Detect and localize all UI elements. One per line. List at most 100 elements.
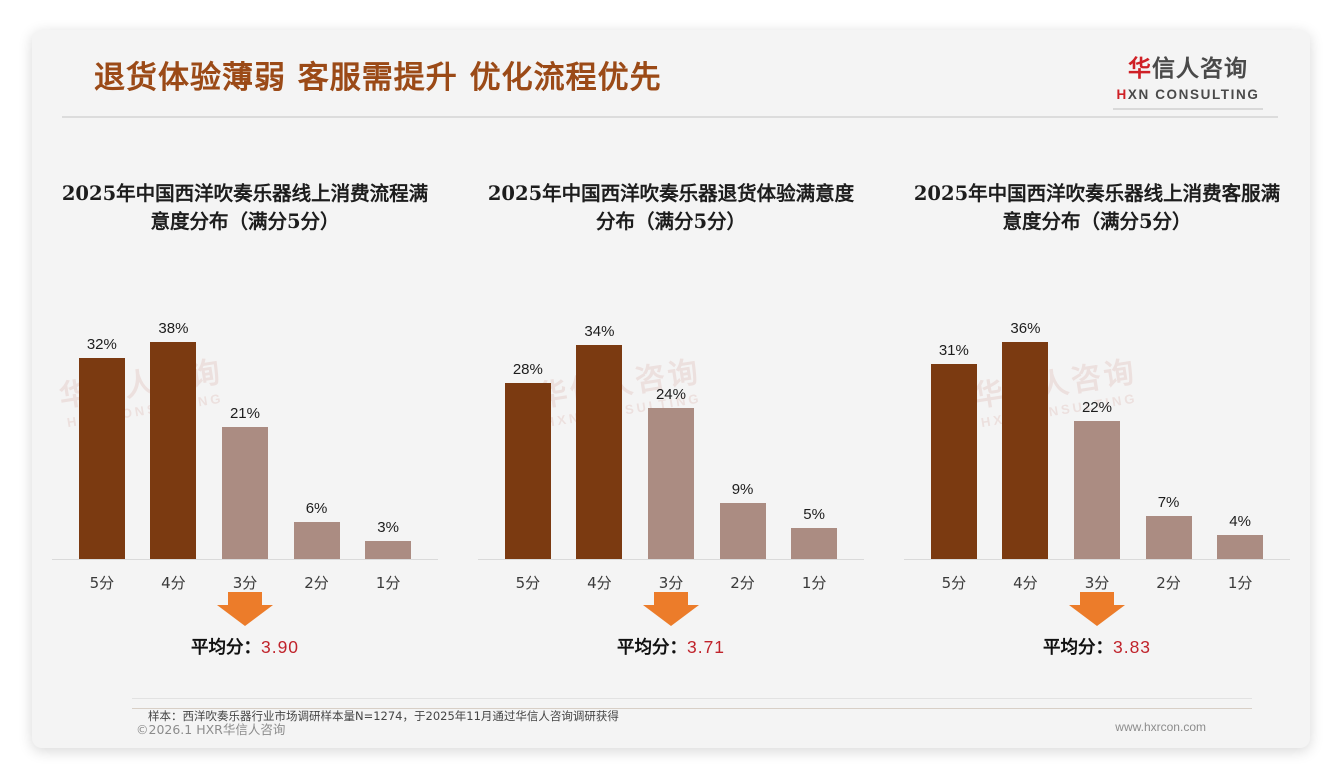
bar-slot[interactable]: 32% xyxy=(66,320,138,560)
average-value: 3.83 xyxy=(1112,637,1152,657)
bar-slot[interactable]: 5% xyxy=(778,320,850,560)
bar-slot[interactable]: 36% xyxy=(990,320,1062,560)
x-axis-labels: 5分 4分 3分 2分 1分 xyxy=(492,572,850,593)
bar-value-label: 3% xyxy=(377,519,399,536)
footnote-divider xyxy=(132,698,1252,699)
bar-rect[interactable] xyxy=(647,408,694,560)
bar-rect[interactable] xyxy=(365,541,412,560)
average-score-2: 平均分：3.71 xyxy=(492,634,850,659)
bar-value-label: 34% xyxy=(584,323,615,340)
logo-english-text: HXN CONSULTING xyxy=(1100,88,1276,102)
bar-slot[interactable]: 9% xyxy=(707,320,779,560)
bar-value-label: 32% xyxy=(86,336,117,353)
down-arrow-icon xyxy=(217,592,273,626)
bar-slot[interactable]: 24% xyxy=(635,320,707,560)
average-value: 3.71 xyxy=(686,637,726,657)
logo-chinese-highlight: 华 xyxy=(1128,56,1152,82)
bar-rect[interactable] xyxy=(576,345,623,560)
copyright-text: ©2026.1 HXR华信人咨询 xyxy=(136,722,286,737)
chart-title-1: 2025年中国西洋吹奏乐器线上消费流程满意度分布（满分5分） xyxy=(61,182,429,234)
bar-rect[interactable] xyxy=(221,427,268,560)
x-tick-label: 1分 xyxy=(1227,574,1253,592)
x-axis-labels: 5分 4分 3分 2分 1分 xyxy=(918,572,1276,593)
x-axis-line xyxy=(903,559,1291,560)
bar-group-2: 28% 34% 24% 9% xyxy=(477,320,865,592)
bar-value-label: 24% xyxy=(655,386,686,403)
x-tick-label: 5分 xyxy=(515,574,541,592)
x-tick-label: 3分 xyxy=(658,574,684,592)
average-label: 平均分： xyxy=(1042,638,1113,658)
bar-slot[interactable]: 31% xyxy=(918,320,990,560)
bar-slot[interactable]: 6% xyxy=(281,320,353,560)
chart-panel-1: 2025年中国西洋吹奏乐器线上消费流程满意度分布（满分5分） 华信人咨询 HXN… xyxy=(32,140,458,680)
bar-slot[interactable]: 3% xyxy=(352,320,424,560)
bar-slot[interactable]: 21% xyxy=(209,320,281,560)
average-label: 平均分： xyxy=(616,638,687,658)
bar-value-label: 6% xyxy=(305,500,328,517)
bar-rect[interactable] xyxy=(1217,535,1264,560)
x-tick-label: 2分 xyxy=(304,574,329,592)
bar-slot[interactable]: 7% xyxy=(1133,320,1205,560)
down-arrow-icon xyxy=(643,592,699,626)
bar-rect[interactable] xyxy=(150,342,197,560)
page-title: 退货体验薄弱 客服需提升 优化流程优先 xyxy=(94,60,662,96)
header: 退货体验薄弱 客服需提升 优化流程优先 华信人咨询 HXN CONSULTING xyxy=(32,30,1310,118)
bar-rect[interactable] xyxy=(1002,342,1049,560)
bar-rect[interactable] xyxy=(930,364,977,560)
bar-group-1: 32% 38% 21% 6% xyxy=(51,320,439,592)
bar-slot[interactable]: 4% xyxy=(1204,320,1276,560)
bar-value-label: 21% xyxy=(229,405,260,422)
bar-value-label: 7% xyxy=(1157,494,1180,511)
bar-value-label: 28% xyxy=(512,361,543,378)
bar-value-label: 9% xyxy=(731,481,754,498)
bar-rect[interactable] xyxy=(293,522,340,560)
slide-card: 退货体验薄弱 客服需提升 优化流程优先 华信人咨询 HXN CONSULTING… xyxy=(32,30,1310,748)
website-url[interactable]: www.hxrcon.com xyxy=(1115,720,1206,734)
logo-chinese-text: 华信人咨询 xyxy=(1100,58,1276,81)
x-tick-label: 2分 xyxy=(1156,574,1181,592)
bar-value-label: 31% xyxy=(938,342,969,359)
bar-value-label: 5% xyxy=(803,506,825,523)
footer-divider xyxy=(132,708,1252,709)
bar-rect[interactable] xyxy=(1145,516,1192,560)
bar-slot[interactable]: 28% xyxy=(492,320,564,560)
x-tick-label: 4分 xyxy=(587,574,612,592)
brand-logo: 华信人咨询 HXN CONSULTING xyxy=(1100,58,1276,110)
x-tick-label: 5分 xyxy=(941,574,967,592)
chart-panel-2: 2025年中国西洋吹奏乐器退货体验满意度分布（满分5分） 华信人咨询 HXN C… xyxy=(458,140,884,680)
x-axis-line xyxy=(477,559,865,560)
chart-title-2: 2025年中国西洋吹奏乐器退货体验满意度分布（满分5分） xyxy=(487,182,855,234)
logo-chinese-rest: 信人咨询 xyxy=(1152,56,1248,82)
average-block-2: 平均分：3.71 xyxy=(492,592,850,659)
x-tick-label: 5分 xyxy=(89,574,115,592)
down-arrow-icon xyxy=(1069,592,1125,626)
chart-plot-2: 28% 34% 24% 9% xyxy=(477,290,865,592)
average-value: 3.90 xyxy=(260,637,300,657)
charts-container: 2025年中国西洋吹奏乐器线上消费流程满意度分布（满分5分） 华信人咨询 HXN… xyxy=(32,140,1310,680)
x-tick-label: 3分 xyxy=(1084,574,1110,592)
x-tick-label: 4分 xyxy=(1013,574,1038,592)
bar-group-3: 31% 36% 22% 7% xyxy=(903,320,1291,592)
bar-rect[interactable] xyxy=(78,358,125,560)
header-divider xyxy=(62,116,1278,118)
bar-rect[interactable] xyxy=(791,528,838,560)
bar-value-label: 38% xyxy=(158,320,189,337)
bar-slot[interactable]: 22% xyxy=(1061,320,1133,560)
bar-rect[interactable] xyxy=(719,503,766,560)
bar-value-label: 22% xyxy=(1081,399,1112,416)
logo-underline xyxy=(1113,107,1263,110)
x-tick-label: 4分 xyxy=(161,574,186,592)
logo-english-rest: XN CONSULTING xyxy=(1127,87,1260,102)
x-axis-line xyxy=(51,559,439,560)
footer: ©2026.1 HXR华信人咨询 www.hxrcon.com xyxy=(32,708,1310,748)
bar-slot[interactable]: 34% xyxy=(564,320,636,560)
chart-plot-1: 32% 38% 21% 6% xyxy=(51,290,439,592)
bar-value-label: 36% xyxy=(1010,320,1041,337)
bar-rect[interactable] xyxy=(504,383,551,560)
chart-panel-3: 2025年中国西洋吹奏乐器线上消费客服满意度分布（满分5分） 华信人咨询 HXN… xyxy=(884,140,1310,680)
bar-rect[interactable] xyxy=(1073,421,1120,560)
average-label: 平均分： xyxy=(190,638,261,658)
bar-slot[interactable]: 38% xyxy=(138,320,210,560)
chart-title-3: 2025年中国西洋吹奏乐器线上消费客服满意度分布（满分5分） xyxy=(913,182,1281,234)
